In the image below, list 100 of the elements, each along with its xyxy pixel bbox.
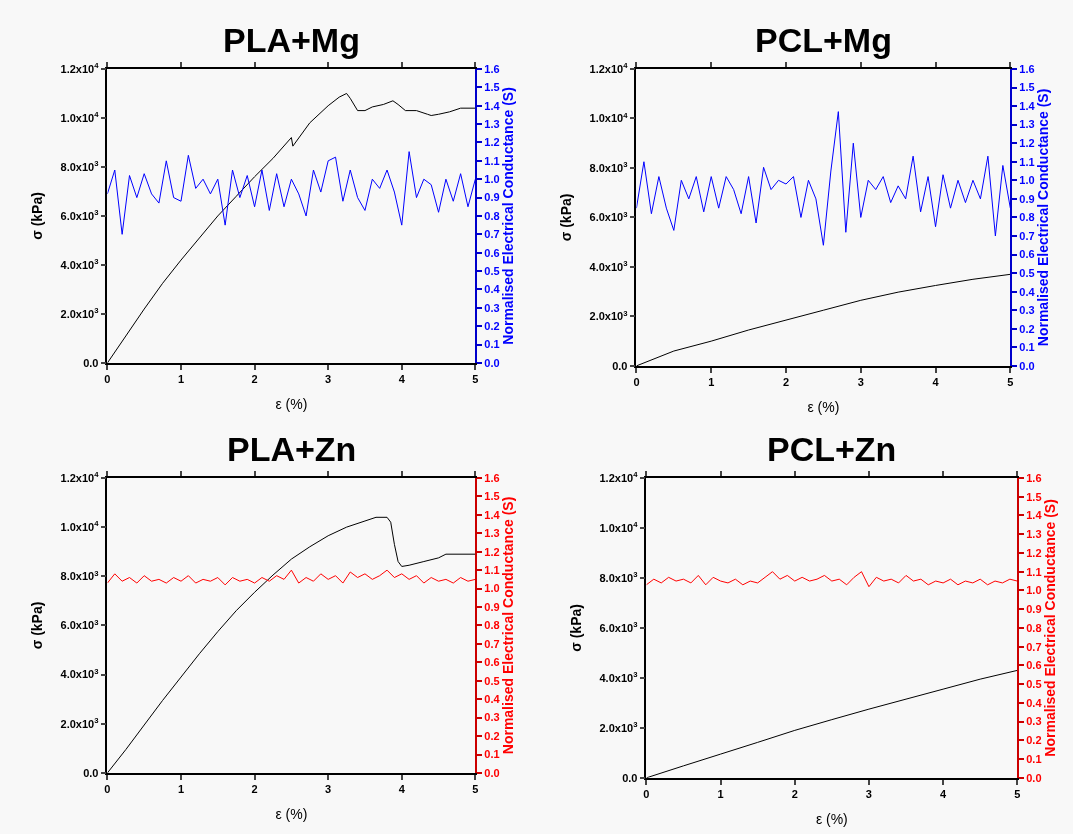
y-tick-label: 2.0x10$^{3}$ — [60, 716, 99, 730]
y2-tick-label: 0.2 — [484, 729, 500, 742]
y2-tick-label: 1.3 — [1019, 118, 1035, 131]
x-tick-label: 2 — [782, 375, 790, 388]
y2-tick-label: 0.7 — [1026, 640, 1042, 653]
y2-tick-label: 0.8 — [1026, 621, 1042, 634]
y2-tick-label: 0.3 — [1019, 304, 1035, 317]
y2-tick-label: 0.5 — [1019, 266, 1035, 279]
y2-tick-label: 0.4 — [1026, 696, 1043, 709]
x-tick-label: 2 — [251, 782, 258, 795]
chart-title: PLA+Zn — [227, 430, 357, 468]
y2-tick-label: 0.7 — [484, 637, 500, 650]
x-axis-title: ε (%) — [815, 810, 848, 827]
y2-tick-label: 1.1 — [1019, 155, 1035, 168]
y2-tick-label: 0.1 — [1019, 341, 1035, 354]
x-tick-label: 1 — [177, 372, 185, 385]
x-tick-label: 1 — [717, 787, 724, 800]
x-tick-label: 0 — [633, 375, 640, 388]
y2-tick-label: 1.4 — [484, 508, 501, 521]
x-tick-label: 5 — [1014, 787, 1021, 800]
y2-tick-label: 0.0 — [484, 766, 500, 779]
y2-tick-label: 1.2 — [1026, 546, 1042, 559]
y2-axis-title: Normalised Electrical Conductance (S) — [1042, 499, 1059, 757]
y2-tick-label: 0.3 — [484, 711, 500, 724]
y-tick-label: 6.0x10$^{3}$ — [589, 209, 628, 224]
y-tick-label: 8.0x10$^{3}$ — [589, 160, 628, 174]
y2-tick-label: 0.9 — [484, 600, 500, 613]
y2-tick-label: 1.0 — [1026, 584, 1042, 597]
y2-tick-label: 0.3 — [1026, 715, 1042, 728]
y-axis-title: σ (kPa) — [28, 601, 45, 650]
y2-tick-label: 0.5 — [484, 674, 500, 687]
y2-tick-label: 1.0 — [1019, 174, 1035, 187]
x-axis-title: ε (%) — [807, 398, 840, 415]
x-tick-label: 3 — [325, 372, 332, 385]
y2-tick-label: 1.5 — [484, 490, 500, 503]
y-tick-label: 0.0 — [83, 356, 99, 369]
y2-tick-label: 0.6 — [484, 246, 500, 259]
y2-tick-label: 1.6 — [1026, 471, 1042, 484]
y2-axis-title: Normalised Electrical Conductance (S) — [1035, 88, 1052, 347]
x-tick-label: 5 — [472, 782, 479, 795]
y-tick-label: 6.0x10$^{3}$ — [599, 620, 638, 634]
y2-tick-label: 1.1 — [484, 564, 500, 577]
y-tick-label: 2.0x10$^{3}$ — [599, 720, 638, 734]
x-tick-label: 4 — [932, 375, 940, 388]
y2-tick-label: 0.2 — [484, 320, 500, 333]
line-series — [107, 151, 476, 235]
y2-tick-label: 0.0 — [1026, 771, 1042, 784]
y-tick-label: 4.0x10$^{3}$ — [599, 670, 638, 684]
y2-tick-label: 1.4 — [484, 99, 501, 112]
x-tick-label: 0 — [104, 782, 111, 795]
x-tick-label: 3 — [325, 782, 332, 795]
y-tick-label: 1.2x10$^{4}$ — [60, 470, 100, 484]
x-tick-label: 5 — [1007, 375, 1014, 388]
y2-tick-label: 0.6 — [484, 656, 500, 669]
y2-tick-label: 1.3 — [484, 527, 500, 540]
y-tick-label: 0.0 — [612, 359, 628, 372]
y2-tick-label: 0.8 — [484, 619, 500, 632]
chart-title: PLA+Mg — [223, 21, 360, 59]
y2-tick-label: 0.0 — [484, 356, 500, 369]
y-tick-label: 1.2x10$^{4}$ — [589, 61, 629, 75]
x-tick-label: 5 — [472, 372, 479, 385]
chart-title: PCL+Zn — [767, 430, 897, 468]
y2-tick-label: 0.7 — [484, 228, 500, 241]
y-axis-title: σ (kPa) — [28, 192, 45, 240]
y2-tick-label: 0.1 — [484, 338, 500, 351]
y2-tick-label: 1.2 — [484, 136, 500, 149]
y-tick-label: 1.2x10$^{4}$ — [60, 61, 100, 75]
y2-tick-label: 1.5 — [1026, 490, 1042, 503]
y2-tick-label: 0.2 — [1026, 734, 1042, 747]
y2-tick-label: 0.4 — [484, 693, 501, 706]
y2-tick-label: 0.9 — [1019, 192, 1035, 205]
y2-axis-title: Normalised Electrical Conductance (S) — [500, 496, 517, 755]
y-tick-label: 6.0x10$^{3}$ — [60, 617, 99, 632]
y2-tick-label: 1.2 — [484, 545, 500, 558]
y-tick-label: 2.0x10$^{3}$ — [589, 308, 628, 323]
y2-tick-label: 0.3 — [484, 301, 500, 314]
y2-tick-label: 1.4 — [1026, 509, 1043, 522]
x-tick-label: 3 — [865, 787, 872, 800]
y2-tick-label: 0.0 — [1019, 359, 1035, 372]
y2-tick-label: 0.7 — [1019, 229, 1035, 242]
y-axis-title: σ (kPa) — [557, 193, 574, 242]
y2-tick-label: 1.6 — [1019, 62, 1035, 75]
line-series — [107, 569, 476, 586]
y2-tick-label: 0.8 — [1019, 211, 1035, 224]
y2-tick-label: 0.6 — [1026, 659, 1042, 672]
y-tick-label: 1.0x10$^{4}$ — [599, 520, 639, 534]
y2-tick-label: 1.4 — [1019, 99, 1036, 112]
x-tick-label: 3 — [857, 375, 864, 388]
y2-tick-label: 1.3 — [484, 117, 500, 130]
x-axis-title: ε (%) — [275, 395, 308, 412]
y2-tick-label: 0.2 — [1019, 322, 1035, 335]
y2-tick-label: 0.5 — [484, 264, 500, 277]
y-tick-label: 6.0x10$^{3}$ — [60, 208, 99, 222]
x-axis-title: ε (%) — [275, 805, 308, 822]
x-tick-label: 1 — [708, 375, 715, 388]
y2-tick-label: 1.6 — [484, 62, 500, 75]
x-tick-label: 2 — [251, 372, 258, 385]
y-tick-label: 2.0x10$^{3}$ — [60, 306, 99, 320]
y2-tick-label: 1.0 — [484, 173, 500, 186]
line-series — [646, 571, 1018, 588]
